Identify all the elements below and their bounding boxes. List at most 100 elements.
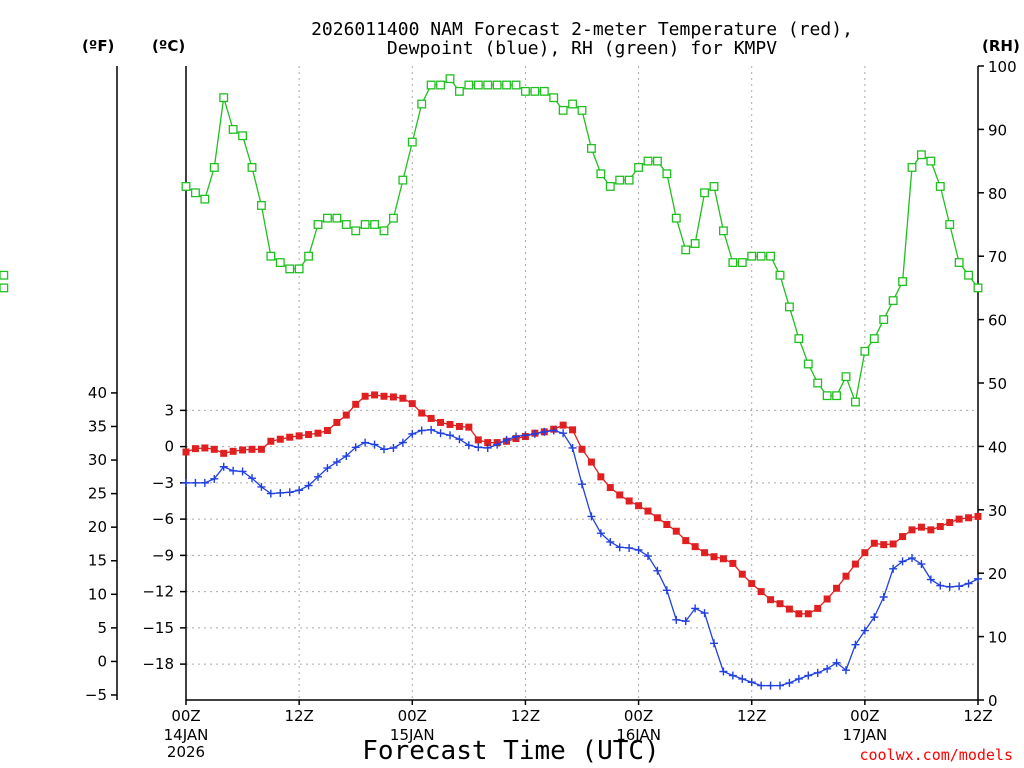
x-tick-year-label: 2026 [167,743,205,761]
fahrenheit-tick-label: 20 [88,518,107,536]
rh-point [275,258,285,267]
celsius-tick-label: 0 [164,438,174,456]
dewpoint-point [446,431,454,440]
temperature-point [201,444,209,452]
temperature-point [776,600,784,608]
dewpoint-point [408,429,417,438]
temperature-point [229,447,237,455]
temperature-point [785,605,793,613]
rh-point [332,213,342,223]
temperature-point [870,539,878,547]
dewpoint-point [926,575,935,584]
dewpoint-point [606,537,615,546]
rh-point [454,86,464,96]
rh-point [718,226,728,236]
dewpoint-point [879,592,888,601]
temperature-point [767,596,775,604]
rh-point [426,80,436,90]
rh-point [926,156,936,166]
temperature-point [899,533,907,541]
rh-point [850,397,860,407]
temperature-point [220,449,228,457]
temperature-point [389,393,397,401]
rh-point [209,162,219,172]
rh-point [228,124,238,134]
temperature-point [974,512,982,520]
celsius-tick-label: −6 [152,510,174,528]
dewpoint-point [644,552,652,561]
rh-point [690,239,700,248]
dewpoint-point [568,443,577,452]
rh-point [888,296,898,306]
temperature-point [795,610,803,618]
dewpoint-point [936,581,945,590]
rh-point [775,270,785,280]
rh-point [577,105,587,115]
rh-point [907,162,917,172]
temperature-point [936,523,944,531]
fahrenheit-axis-unit: (ºF) [82,37,114,55]
temperature-point [361,392,369,400]
temperature-point [295,432,303,440]
dewpoint-point [898,557,907,566]
temperature-point [569,426,577,434]
rh-point [766,251,776,261]
temperature-point [437,418,445,426]
rh-point [285,264,295,274]
fahrenheit-tick-label: 30 [88,451,107,469]
temperature-point [908,526,916,534]
x-tick-label: 12Z [737,707,766,725]
fahrenheit-tick-label: 15 [88,552,107,570]
temperature-point [333,418,341,426]
rh-point [388,213,398,223]
rh-point [520,86,530,96]
dewpoint-point [285,488,294,497]
temperature-point [408,400,416,408]
dewpoint-point [455,435,464,444]
rh-point [219,93,229,103]
rh-point [869,334,879,344]
temperature-point [965,514,973,522]
dewpoint-point [625,543,634,552]
temperature-point [191,445,199,453]
rh-point [351,226,361,236]
temperature-point [842,572,850,580]
rh-tick-label: 50 [988,375,1007,393]
temperature-point [399,394,407,402]
dewpoint-point [464,441,473,450]
dewpoint-point [964,579,973,588]
dewpoint-point [804,671,813,680]
temperature-point [455,422,463,430]
rh-point [370,220,380,229]
fahrenheit-tick-label: 40 [88,384,107,402]
rh-point [605,182,615,191]
rh-point [483,80,493,90]
fahrenheit-tick-label: 0 [97,652,107,670]
dewpoint-point [238,467,247,476]
rh-point [398,175,408,185]
rh-point [756,251,766,261]
x-tick-label: 12Z [511,707,540,725]
rh-point [502,80,512,90]
rh-point [558,105,568,115]
rh-point [549,93,559,103]
rh-point [803,359,813,369]
x-tick-label: 12Z [963,707,992,725]
rh-point [190,188,200,198]
temperature-point [342,411,350,419]
dewpoint-point [493,440,502,449]
rh-point [813,378,823,388]
rh-point [945,220,955,229]
dewpoint-point [738,674,747,683]
rh-point [379,226,389,236]
x-axis-label: Forecast Time (UTC) [362,736,659,766]
dewpoint-point [417,426,426,435]
temperature-point [380,392,388,400]
rh-tick-label: 80 [988,185,1007,203]
rh-point [860,346,870,356]
temperature-point [946,518,954,526]
dewpoint-point [182,478,190,487]
temperature-point [587,458,595,466]
rh-tick-label: 10 [988,629,1007,647]
x-tick-label: 00Z [171,707,200,725]
